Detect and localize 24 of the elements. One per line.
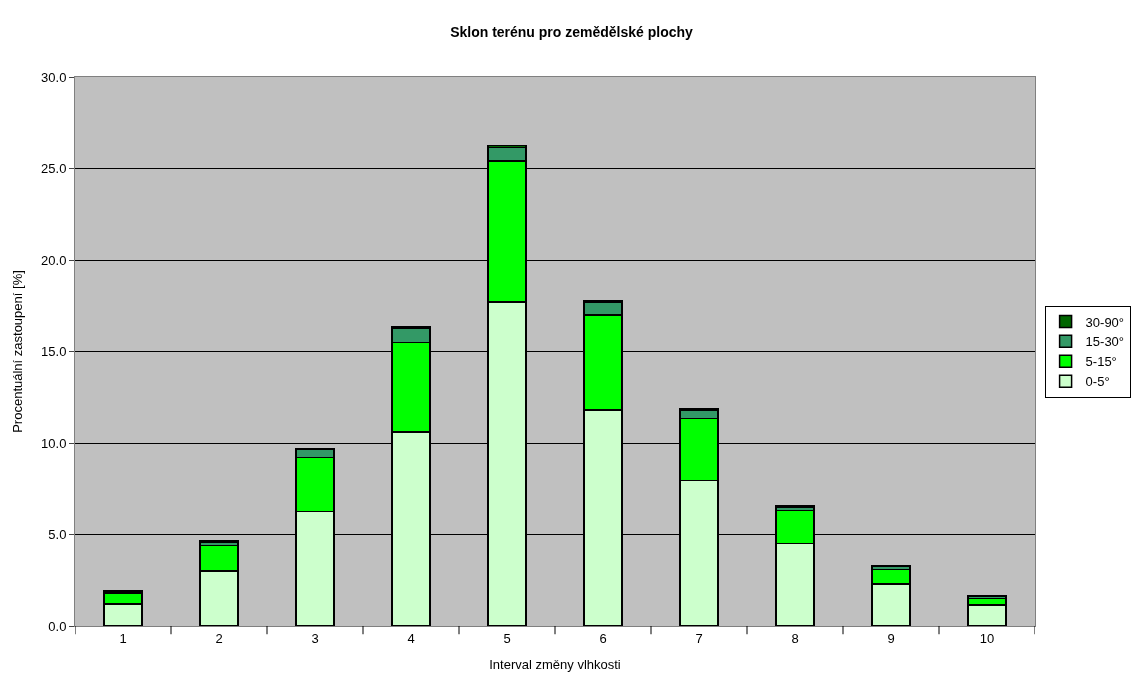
y-tick-label: 10.0 <box>41 435 67 451</box>
legend-label: 0-5° <box>1085 374 1110 390</box>
x-tick-label: 10 <box>979 630 995 646</box>
legend-label: 30-90° <box>1085 314 1125 330</box>
y-tick-label: 25.0 <box>41 161 67 177</box>
x-tick-label: 1 <box>119 630 127 646</box>
x-tick-label: 5 <box>503 630 511 646</box>
x-tick-label: 8 <box>791 630 799 646</box>
y-tick-label: 20.0 <box>41 252 67 268</box>
x-tick-label: 6 <box>599 630 607 646</box>
x-tick-label: 2 <box>215 630 223 646</box>
legend-label: 15-30° <box>1085 334 1125 350</box>
x-tick-label: 4 <box>407 630 415 646</box>
legend-label: 5-15° <box>1085 354 1117 370</box>
y-tick-label: 15.0 <box>41 344 67 360</box>
x-axis-title: Interval změny vlhkosti <box>489 657 621 673</box>
y-tick-label: 30.0 <box>41 69 67 85</box>
x-tick-label: 9 <box>887 630 895 646</box>
x-tick-label: 7 <box>695 630 703 646</box>
y-tick-label: 5.0 <box>48 527 67 543</box>
chart-title: Sklon terénu pro zemědělské plochy <box>450 24 694 41</box>
y-axis-title: Procentuální zastoupení [%] <box>10 270 26 433</box>
y-tick-label: 0.0 <box>48 618 67 634</box>
x-tick-label: 3 <box>311 630 319 646</box>
